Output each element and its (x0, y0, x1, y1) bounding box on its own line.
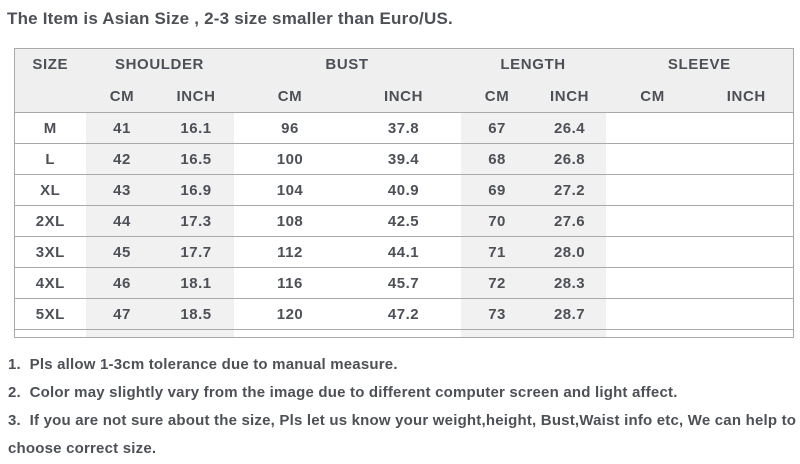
sleeve-inch-value (700, 144, 794, 175)
length-inch-value: 26.8 (533, 143, 606, 175)
sleeve-inch-value (700, 113, 794, 144)
bust-inch-value: 37.8 (387, 119, 420, 137)
size-label: 2XL (35, 212, 65, 230)
unit-header-length-inch: INCH (533, 80, 606, 113)
length-inch-value: 26.4 (533, 112, 606, 144)
unit-header-bust-inch: INCH (346, 80, 461, 113)
size-label: L (45, 150, 56, 168)
bust-cm-value: 100 (276, 150, 304, 168)
length-cm-value: 67 (460, 112, 534, 144)
shoulder-inch-value: 18.1 (158, 267, 234, 299)
sleeve-inch-value (700, 206, 794, 237)
sleeve-cm-value (606, 268, 700, 299)
sleeve-inch-value (700, 237, 794, 268)
unit-header-length-cm: CM (460, 80, 534, 113)
length-inch-value: 27.6 (533, 205, 606, 237)
table-row: 3XL 45 17.7 112 44.1 71 28.0 (14, 236, 794, 268)
table-row: 2XL 44 17.3 108 42.5 70 27.6 (14, 205, 794, 237)
bust-inch-value: 45.7 (387, 274, 420, 292)
col-header-sleeve: SLEEVE (605, 48, 794, 81)
shoulder-cm-value: 46 (85, 267, 159, 299)
unit-header-sleeve-inch: INCH (699, 80, 794, 113)
bust-inch-value: 40.9 (387, 181, 420, 199)
table-row: 5XL 47 18.5 120 47.2 73 28.7 (14, 298, 794, 330)
shoulder-inch-value: 17.7 (158, 236, 234, 268)
sleeve-inch-value (700, 175, 794, 206)
shoulder-inch-value: 16.9 (158, 174, 234, 206)
unit-header-blank (14, 80, 86, 113)
col-header-bust: BUST (233, 48, 461, 81)
shoulder-inch-value: 16.1 (158, 112, 234, 144)
table-row: 4XL 46 18.1 116 45.7 72 28.3 (14, 267, 794, 299)
shoulder-cm-value: 44 (85, 205, 159, 237)
sleeve-inch-value (700, 299, 794, 330)
table-row: XL 43 16.9 104 40.9 69 27.2 (14, 174, 794, 206)
length-inch-value: 28.7 (533, 298, 606, 330)
shoulder-cm-value: 43 (85, 174, 159, 206)
bust-cm-value: 108 (276, 212, 304, 230)
sleeve-cm-value (606, 299, 700, 330)
sleeve-cm-value (606, 206, 700, 237)
shoulder-inch-value: 16.5 (158, 143, 234, 175)
length-cm-value: 71 (460, 236, 534, 268)
table-row: L 42 16.5 100 39.4 68 26.8 (14, 143, 794, 175)
shoulder-inch-value: 18.5 (158, 298, 234, 330)
size-chart-table: SIZE SHOULDER BUST LENGTH SLEEVE CM INCH… (14, 48, 795, 338)
length-inch-value: 28.0 (533, 236, 606, 268)
size-label: 4XL (35, 274, 65, 292)
bust-inch-value: 42.5 (387, 212, 420, 230)
table-filler-row (14, 329, 794, 338)
table-row: M 41 16.1 96 37.8 67 26.4 (14, 112, 794, 144)
shoulder-cm-value: 47 (85, 298, 159, 330)
bust-cm-value: 112 (277, 243, 303, 261)
sleeve-cm-value (606, 237, 700, 268)
length-cm-value: 68 (460, 143, 534, 175)
length-cm-value: 70 (460, 205, 534, 237)
length-cm-value: 72 (460, 267, 534, 299)
bust-inch-value: 39.4 (387, 150, 420, 168)
unit-header-bust-cm: CM (233, 80, 347, 113)
bust-cm-value: 104 (276, 181, 304, 199)
note-item: 1. Pls allow 1-3cm tolerance due to manu… (8, 356, 398, 373)
unit-header-sleeve-cm: CM (605, 80, 700, 113)
length-cm-value: 69 (460, 174, 534, 206)
unit-header-shoulder-cm: CM (85, 80, 159, 113)
sleeve-cm-value (606, 175, 700, 206)
col-header-length: LENGTH (460, 48, 606, 81)
bust-cm-value: 116 (277, 274, 303, 292)
bust-inch-value: 47.2 (387, 305, 420, 323)
col-header-size: SIZE (14, 48, 86, 81)
length-inch-value: 28.3 (533, 267, 606, 299)
col-header-shoulder: SHOULDER (85, 48, 234, 81)
page-title: The Item is Asian Size , 2-3 size smalle… (7, 9, 453, 28)
bust-inch-value: 44.1 (387, 243, 420, 261)
size-label: 3XL (35, 243, 65, 261)
length-cm-value: 73 (460, 298, 534, 330)
bust-cm-value: 96 (281, 119, 299, 137)
shoulder-cm-value: 45 (85, 236, 159, 268)
length-inch-value: 27.2 (533, 174, 606, 206)
shoulder-cm-value: 41 (85, 112, 159, 144)
bust-cm-value: 120 (276, 305, 304, 323)
note-item: 3. If you are not sure about the size, P… (8, 412, 797, 457)
size-label: M (43, 119, 57, 137)
unit-header-shoulder-inch: INCH (158, 80, 234, 113)
sleeve-cm-value (606, 144, 700, 175)
shoulder-cm-value: 42 (85, 143, 159, 175)
size-label: XL (40, 181, 61, 199)
group-header-row: SIZE SHOULDER BUST LENGTH SLEEVE (14, 48, 794, 81)
shoulder-inch-value: 17.3 (158, 205, 234, 237)
sleeve-inch-value (700, 268, 794, 299)
table-header: SIZE SHOULDER BUST LENGTH SLEEVE CM INCH… (14, 48, 794, 113)
note-item: 2. Color may slightly vary from the imag… (8, 384, 678, 401)
size-label: 5XL (35, 305, 65, 323)
unit-header-row: CM INCH CM INCH CM INCH CM INCH (14, 80, 794, 113)
sleeve-cm-value (606, 113, 700, 144)
notes: 1. Pls allow 1-3cm tolerance due to manu… (0, 351, 800, 463)
